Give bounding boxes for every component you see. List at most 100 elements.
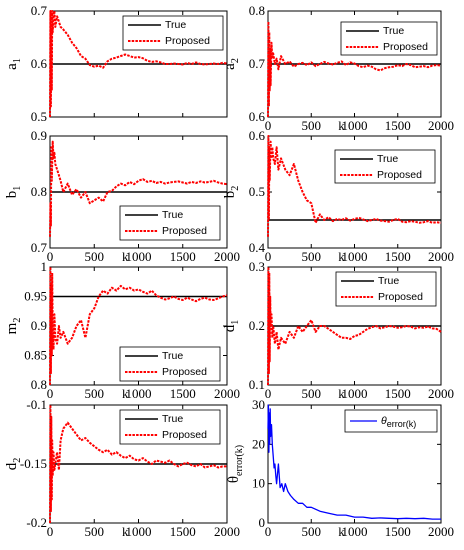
x-tick-label: 500 <box>302 524 322 539</box>
legend-entry-proposed: Proposed <box>162 366 207 378</box>
y-axis-label-sub: 2 <box>12 458 23 463</box>
y-tick-label: 0.6 <box>31 56 48 71</box>
panel-1: 0.5 0.6 0.7 a1 True Proposed <box>4 3 228 124</box>
y-tick-label: -0.15 <box>20 456 47 471</box>
proposed-series-line <box>49 140 228 237</box>
x-tick-label: 0 <box>47 524 54 539</box>
y-tick-label: 0.6 <box>249 128 266 143</box>
x-tick-label: 1000 <box>126 249 152 264</box>
y-axis-label-sub: 2 <box>12 318 23 323</box>
x-axis-label: k <box>338 118 345 133</box>
proposed-series-line <box>49 404 227 524</box>
proposed-series-line <box>267 20 442 118</box>
y-tick-label: 0.1 <box>249 377 265 392</box>
y-axis-label-sub: 1 <box>12 58 23 63</box>
x-axis-label: k <box>338 524 345 539</box>
x-tick-label: 2000 <box>214 249 240 264</box>
x-tick-label: 1000 <box>342 249 368 264</box>
x-tick-label: 2000 <box>428 386 454 401</box>
legend-box <box>344 409 438 433</box>
x-tick-label: 1500 <box>385 249 411 264</box>
y-tick-label: 0.8 <box>31 377 47 392</box>
panel-6: 0.1 0.2 0.3 0 500 1000 1500 2000 k d1 True Proposed <box>222 259 454 401</box>
x-axis-label: k <box>338 249 345 264</box>
y-axis-label-main: b <box>222 191 238 199</box>
y-axis-label-main: a <box>222 63 238 70</box>
legend: True Proposed <box>340 21 438 56</box>
x-tick-label: 500 <box>85 524 105 539</box>
legend-entry-proposed: Proposed <box>165 35 210 47</box>
legend-entry-true: True <box>162 209 183 221</box>
y-tick-label: 0.5 <box>31 109 47 124</box>
y-tick-label: 0.8 <box>249 3 265 18</box>
legend: True Proposed <box>122 15 224 51</box>
x-tick-label: 1500 <box>170 249 196 264</box>
y-tick-label: 0.8 <box>31 184 47 199</box>
x-tick-label: 1000 <box>342 118 368 133</box>
y-axis-label-sub: 2 <box>230 58 241 63</box>
legend: θerror(k) <box>344 409 438 433</box>
x-tick-label: 1500 <box>170 386 196 401</box>
y-tick-label: 0.2 <box>249 318 265 333</box>
proposed-series-line <box>267 266 442 386</box>
y-axis-label: a2 <box>222 58 241 70</box>
y-axis-label-main: θ <box>226 476 242 483</box>
legend-entry-proposed: Proposed <box>162 225 207 237</box>
x-tick-label: 0 <box>47 386 54 401</box>
legend: True Proposed <box>119 205 221 241</box>
y-axis-label: m2 <box>4 318 23 335</box>
legend-entry-true: True <box>162 350 183 362</box>
legend-entry-true: True <box>377 153 398 165</box>
panel-5: 0.8 0.85 0.9 0.95 1 0 500 1000 1500 2000 k m2 True Pr… <box>4 259 240 401</box>
y-axis-label: b2 <box>222 186 241 199</box>
y-tick-label: -0.2 <box>26 515 47 530</box>
x-tick-label: 1500 <box>385 524 411 539</box>
proposed-series-line <box>49 10 228 118</box>
x-tick-label: 500 <box>85 386 105 401</box>
legend-entry-proposed: Proposed <box>162 429 207 441</box>
y-tick-label: 0.3 <box>249 259 265 274</box>
x-tick-label: 1500 <box>385 386 411 401</box>
y-tick-label: 0.6 <box>249 109 266 124</box>
legend: True Proposed <box>335 271 437 307</box>
proposed-series-line <box>49 266 228 386</box>
y-axis-label-main: d <box>4 462 20 470</box>
legend-box <box>119 346 221 382</box>
y-axis-label: θerror(k) <box>226 445 245 483</box>
y-tick-label: 0 <box>259 515 266 530</box>
y-tick-label: 0.7 <box>31 3 48 18</box>
y-axis-label-sub: 2 <box>230 186 241 191</box>
legend-box <box>119 205 221 241</box>
y-axis-label-main: b <box>4 191 20 199</box>
y-tick-label: -0.1 <box>26 397 47 412</box>
x-tick-label: 1000 <box>126 524 152 539</box>
legend-box <box>335 271 437 307</box>
y-axis-label: d2 <box>4 458 23 471</box>
legend-entry-proposed: Proposed <box>383 41 428 53</box>
x-tick-label: 1500 <box>170 524 196 539</box>
y-axis-label-sub: 1 <box>230 320 241 325</box>
y-tick-label: 0.7 <box>249 56 266 71</box>
y-tick-label: 10 <box>252 476 265 491</box>
x-tick-label: 500 <box>302 249 322 264</box>
legend-box <box>334 149 436 184</box>
y-tick-label: 30 <box>252 397 265 412</box>
x-tick-label: 2000 <box>428 524 454 539</box>
x-tick-label: 0 <box>265 386 272 401</box>
x-tick-label: 2000 <box>428 118 454 133</box>
x-tick-label: 1000 <box>342 524 368 539</box>
legend-entry-true: True <box>165 19 186 31</box>
y-axis-label-main: a <box>4 63 20 70</box>
x-tick-label: 1000 <box>342 386 368 401</box>
proposed-series-line <box>267 135 442 237</box>
x-axis-label: k <box>338 386 345 401</box>
y-axis-label-sub: 1 <box>12 186 23 191</box>
y-tick-label: 0.85 <box>24 348 47 363</box>
y-axis-label: d1 <box>222 320 241 333</box>
panel-7: -0.2 -0.15 -0.1 0 500 1000 1500 2000 k d2 True Prop… <box>4 397 240 539</box>
x-tick-label: 2000 <box>214 386 240 401</box>
x-tick-label: 2000 <box>428 249 454 264</box>
x-tick-label: 0 <box>265 524 272 539</box>
error-series-line <box>267 404 441 520</box>
